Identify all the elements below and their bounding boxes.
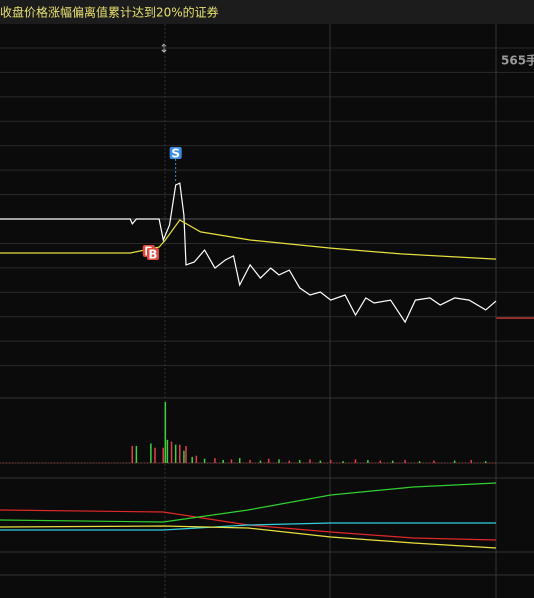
signal-label: S xyxy=(171,147,180,161)
side-label: 565手 xyxy=(501,53,534,68)
signal-marker xyxy=(146,248,159,260)
signal-label: B xyxy=(148,248,157,262)
series-line xyxy=(0,509,497,541)
series-line xyxy=(0,482,497,523)
series-line xyxy=(0,182,497,324)
title-bar xyxy=(0,0,534,24)
series-line xyxy=(0,525,497,549)
series-line xyxy=(0,522,496,531)
signal-marker xyxy=(169,147,182,159)
chart-title: 收盘价格涨幅偏离值累计达到20%的证券 xyxy=(0,5,219,20)
